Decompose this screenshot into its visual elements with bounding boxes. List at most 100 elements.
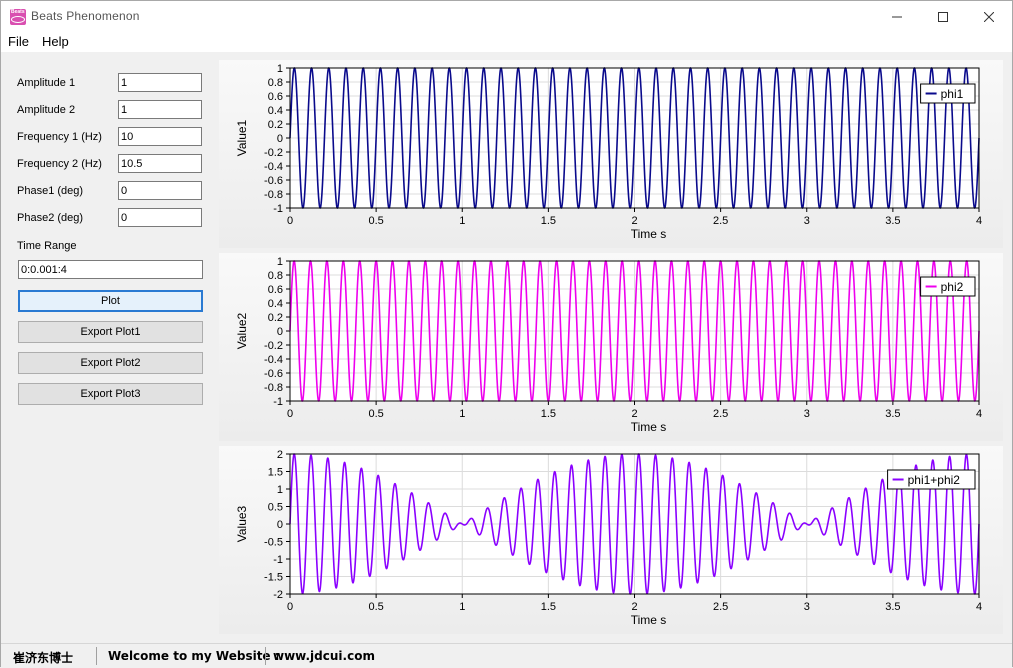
x-tick-label: 2 <box>631 601 637 613</box>
series-line-1 <box>289 66 980 210</box>
time-range-label: Time Range <box>17 240 77 252</box>
amplitude2-label: Amplitude 2 <box>17 104 76 116</box>
x-tick-label: 0 <box>287 601 293 613</box>
plot-panel-1[interactable]: 0 0.5 1 1.5 2 2.5 3 3.5 4 1 0.8 0.6 0.4 0.2 0 -0.2 -0.4 -… <box>219 60 1003 248</box>
frequency1-input[interactable] <box>118 127 202 146</box>
x-tick-label: 3.5 <box>885 601 900 613</box>
status-separator <box>96 647 97 665</box>
status-separator <box>265 647 266 665</box>
x-tick-label: 3.5 <box>885 408 900 420</box>
time-range-input[interactable] <box>18 260 203 279</box>
y-tick-label: 0.8 <box>268 270 283 282</box>
phase1-label: Phase1 (deg) <box>17 185 84 197</box>
legend-entry: phi1 <box>941 87 964 101</box>
phase2-input[interactable] <box>118 208 202 227</box>
export-plot2-button[interactable]: Export Plot2 <box>18 352 203 374</box>
x-tick-label: 0 <box>287 408 293 420</box>
y-tick-label: 1 <box>277 256 283 268</box>
y-tick-label: 1 <box>277 63 283 75</box>
x-tick-label: 1 <box>459 408 465 420</box>
x-axis-label: Time s <box>631 613 667 627</box>
legend-box <box>887 469 976 490</box>
menu-file[interactable]: File <box>8 34 29 49</box>
status-welcome: Welcome to my Website : <box>108 649 280 663</box>
y-tick-label: -0.4 <box>264 161 283 173</box>
title-bar[interactable]: Beats Beats Phenomenon <box>1 1 1012 32</box>
y-tick-label: 0 <box>277 326 283 338</box>
y-tick-label: -0.4 <box>264 354 283 366</box>
x-tick-label: 1 <box>459 601 465 613</box>
status-url[interactable]: www.jdcui.com <box>273 649 375 663</box>
y-tick-label: -0.8 <box>264 382 283 394</box>
x-axis-label: Time s <box>631 227 667 241</box>
plot-panel-3[interactable]: 0 0.5 1 1.5 2 2.5 3 3.5 4 2 1.5 1 0.5 0 -0.5 -1 -1.5 -2 Ti… <box>219 446 1003 634</box>
phase1-input[interactable] <box>118 181 202 200</box>
x-tick-label: 2.5 <box>713 215 728 227</box>
amplitude1-input[interactable] <box>118 73 202 92</box>
minimize-icon <box>892 16 902 17</box>
amplitude2-input[interactable] <box>118 100 202 119</box>
y-tick-label: 0.4 <box>268 105 283 117</box>
frequency2-label: Frequency 2 (Hz) <box>17 158 102 170</box>
plot-button[interactable]: Plot <box>18 290 203 312</box>
y-axis-label: Value2 <box>235 312 249 349</box>
app-icon-text: Beats <box>11 9 25 15</box>
legend-box <box>920 276 976 297</box>
y-tick-label: 0.2 <box>268 312 283 324</box>
y-tick-label: -1 <box>273 203 283 215</box>
y-tick-label: 0.8 <box>268 77 283 89</box>
x-tick-label: 0.5 <box>368 601 383 613</box>
y-tick-label: -0.6 <box>264 368 283 380</box>
menu-help[interactable]: Help <box>42 34 69 49</box>
app-logo-icon: Beats <box>10 9 26 25</box>
x-axis-label: Time s <box>631 420 667 434</box>
y-axis-label: Value3 <box>235 505 249 542</box>
y-tick-label: -1 <box>273 396 283 408</box>
plot-panel-2[interactable]: 0 0.5 1 1.5 2 2.5 3 3.5 4 1 0.8 0.6 0.4 0.2 0 -0.2 -0.4 -… <box>219 253 1003 441</box>
y-tick-label: -0.2 <box>264 340 283 352</box>
status-bar: 崔济东博士 Welcome to my Website : www.jdcui.… <box>1 643 1012 668</box>
x-tick-label: 1.5 <box>541 215 556 227</box>
x-tick-label: 2.5 <box>713 408 728 420</box>
x-tick-label: 0.5 <box>368 408 383 420</box>
x-tick-label: 1 <box>459 215 465 227</box>
plot1-chart: 0 0.5 1 1.5 2 2.5 3 3.5 4 1 0.8 0.6 0.4 0.2 0 -0.2 -0.4 -… <box>235 63 982 241</box>
y-tick-label: 2 <box>277 449 283 461</box>
series-line-3 <box>289 453 980 595</box>
y-tick-label: 0 <box>277 519 283 531</box>
series-line-2 <box>289 259 980 403</box>
y-tick-label: -1 <box>273 554 283 566</box>
maximize-button[interactable] <box>920 1 966 32</box>
menu-bar: File Help <box>1 32 1012 52</box>
export-plot3-button[interactable]: Export Plot3 <box>18 383 203 405</box>
plot-frame <box>289 453 980 595</box>
y-tick-label: 0 <box>277 133 283 145</box>
legend-entry: phi2 <box>941 280 964 294</box>
close-icon <box>984 11 994 22</box>
export-plot1-button[interactable]: Export Plot1 <box>18 321 203 343</box>
legend-entry: phi1+phi2 <box>908 473 961 487</box>
status-author: 崔济东博士 <box>13 651 74 665</box>
x-tick-label: 0 <box>287 215 293 227</box>
close-button[interactable] <box>966 1 1012 32</box>
plot-frame <box>289 67 980 209</box>
x-tick-label: 4 <box>976 215 982 227</box>
x-tick-label: 2.5 <box>713 601 728 613</box>
frequency1-label: Frequency 1 (Hz) <box>17 131 102 143</box>
plot2-chart: 0 0.5 1 1.5 2 2.5 3 3.5 4 1 0.8 0.6 0.4 0.2 0 -0.2 -0.4 -… <box>235 256 982 434</box>
window-title: Beats Phenomenon <box>31 9 140 23</box>
x-tick-label: 2 <box>631 408 637 420</box>
y-tick-label: 0.6 <box>268 91 283 103</box>
legend-box <box>920 83 976 104</box>
maximize-icon <box>938 11 948 22</box>
frequency2-input[interactable] <box>118 154 202 173</box>
y-tick-label: 0.5 <box>268 502 283 514</box>
y-tick-label: -0.6 <box>264 175 283 187</box>
minimize-button[interactable] <box>874 1 920 32</box>
x-tick-label: 1.5 <box>541 601 556 613</box>
x-tick-label: 0.5 <box>368 215 383 227</box>
y-tick-label: -0.2 <box>264 147 283 159</box>
phase2-label: Phase2 (deg) <box>17 212 84 224</box>
x-tick-label: 4 <box>976 601 982 613</box>
